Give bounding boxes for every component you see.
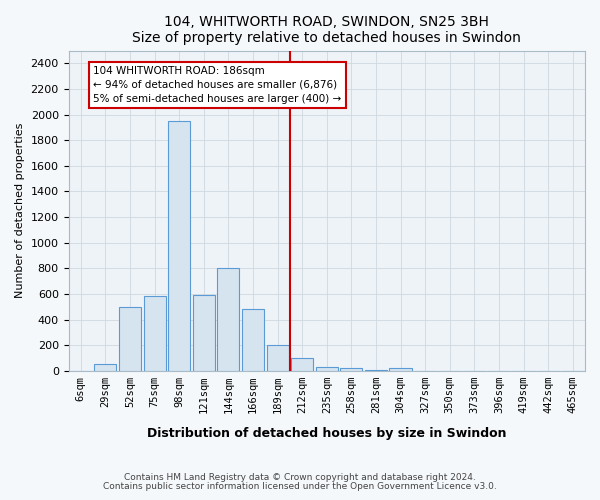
Bar bbox=[340, 368, 362, 371]
Text: Contains public sector information licensed under the Open Government Licence v3: Contains public sector information licen… bbox=[103, 482, 497, 491]
Y-axis label: Number of detached properties: Number of detached properties bbox=[15, 123, 25, 298]
Bar bbox=[291, 358, 313, 371]
Bar bbox=[143, 296, 166, 371]
Bar bbox=[389, 368, 412, 371]
Text: Contains HM Land Registry data © Crown copyright and database right 2024.: Contains HM Land Registry data © Crown c… bbox=[124, 473, 476, 482]
X-axis label: Distribution of detached houses by size in Swindon: Distribution of detached houses by size … bbox=[147, 427, 506, 440]
Bar bbox=[316, 367, 338, 371]
Bar bbox=[168, 121, 190, 371]
Text: 104 WHITWORTH ROAD: 186sqm
← 94% of detached houses are smaller (6,876)
5% of se: 104 WHITWORTH ROAD: 186sqm ← 94% of deta… bbox=[93, 66, 341, 104]
Bar bbox=[365, 370, 387, 371]
Bar bbox=[217, 268, 239, 371]
Bar bbox=[119, 306, 141, 371]
Bar bbox=[94, 364, 116, 371]
Bar bbox=[193, 295, 215, 371]
Bar bbox=[266, 345, 289, 371]
Bar bbox=[242, 310, 264, 371]
Title: 104, WHITWORTH ROAD, SWINDON, SN25 3BH
Size of property relative to detached hou: 104, WHITWORTH ROAD, SWINDON, SN25 3BH S… bbox=[133, 15, 521, 45]
